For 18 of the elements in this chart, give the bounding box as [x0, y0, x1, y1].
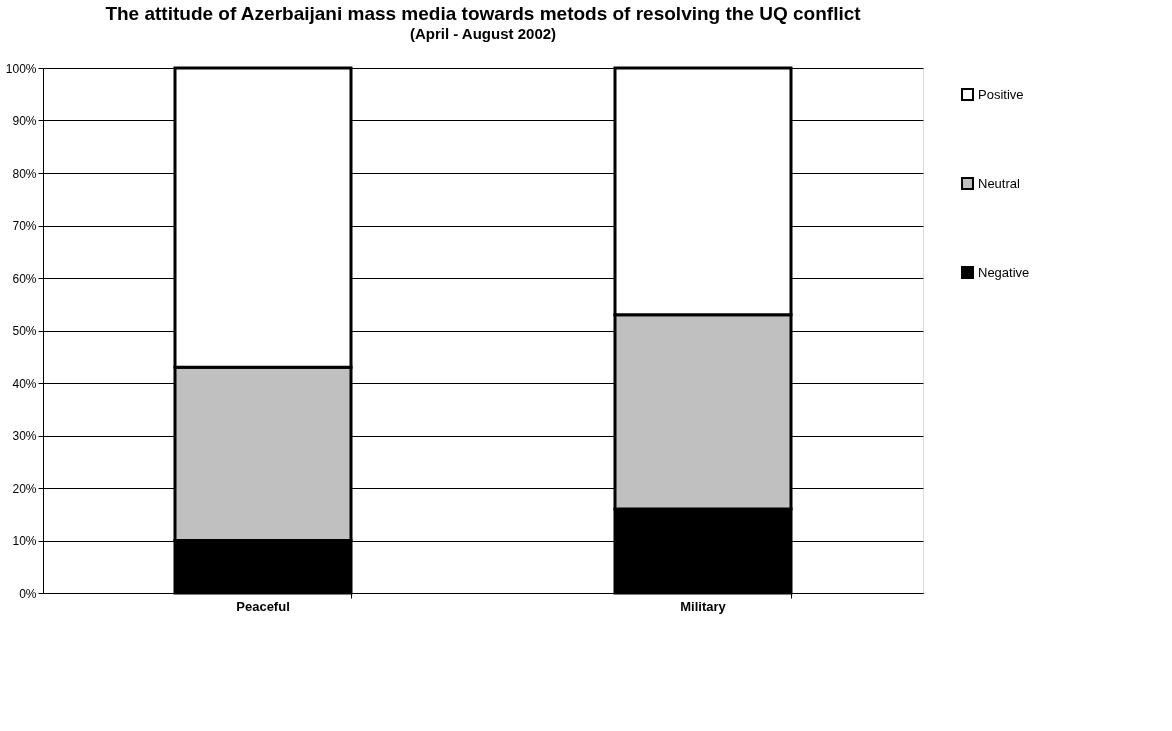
- y-tick-label: 70%: [12, 219, 37, 233]
- y-tick-label: 50%: [12, 324, 37, 338]
- y-tick-label: 30%: [12, 429, 37, 443]
- y-tick-label: 90%: [12, 114, 37, 128]
- x-tick-label: Peaceful: [236, 598, 290, 614]
- y-tick-label: 60%: [12, 271, 37, 286]
- legend-label: Positive: [978, 86, 1024, 102]
- chart-subtitle: (April - August 2002): [409, 25, 557, 42]
- y-tick-label: 100%: [5, 61, 37, 76]
- y-tick-label: 40%: [12, 376, 37, 391]
- y-tick-label: 0%: [19, 586, 37, 601]
- legend-label: Negative: [978, 264, 1030, 280]
- chart-title: The attitude of Azerbaijani mass media towards metods of resolving the UQ conflict: [105, 3, 862, 24]
- y-tick-label: 10%: [12, 534, 37, 548]
- x-tick-label: Military: [680, 598, 727, 614]
- y-tick-label: 20%: [12, 481, 37, 496]
- legend-label: Neutral: [978, 175, 1021, 191]
- y-tick-label: 80%: [12, 166, 37, 181]
